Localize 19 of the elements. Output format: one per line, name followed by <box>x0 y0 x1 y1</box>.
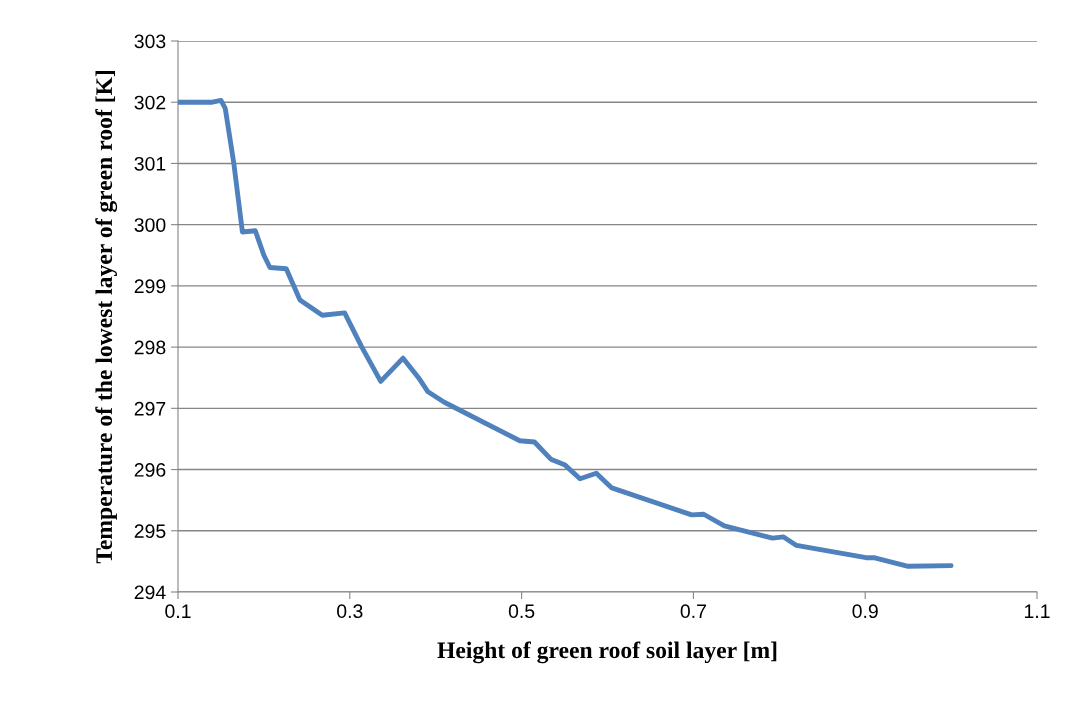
x-axis-title: Height of green roof soil layer [m] <box>437 641 777 664</box>
y-tick-label: 300 <box>134 218 166 232</box>
y-tick-label: 295 <box>134 524 166 539</box>
x-tick-label: 0.3 <box>337 604 363 619</box>
x-tick-label: 0.9 <box>852 604 878 619</box>
x-tick-label: 1.1 <box>1024 604 1050 618</box>
line-series <box>178 97 954 569</box>
y-tick-label: 298 <box>134 340 166 355</box>
y-tick-label: 303 <box>134 34 166 49</box>
x-tick-label: 0.1 <box>165 604 191 619</box>
x-tick-label: 0.5 <box>508 604 535 619</box>
y-axis-title: Temperature of the lowest layer of green roof [K] <box>95 71 118 564</box>
y-tick-label: 301 <box>134 156 166 171</box>
y-tick-label: 302 <box>134 95 166 110</box>
y-tick-label: 299 <box>134 279 166 294</box>
y-tick-label: 294 <box>134 585 166 600</box>
x-tick-label: 0.7 <box>680 604 706 619</box>
y-tick-label: 296 <box>134 463 166 477</box>
y-tick-label: 297 <box>134 401 166 416</box>
